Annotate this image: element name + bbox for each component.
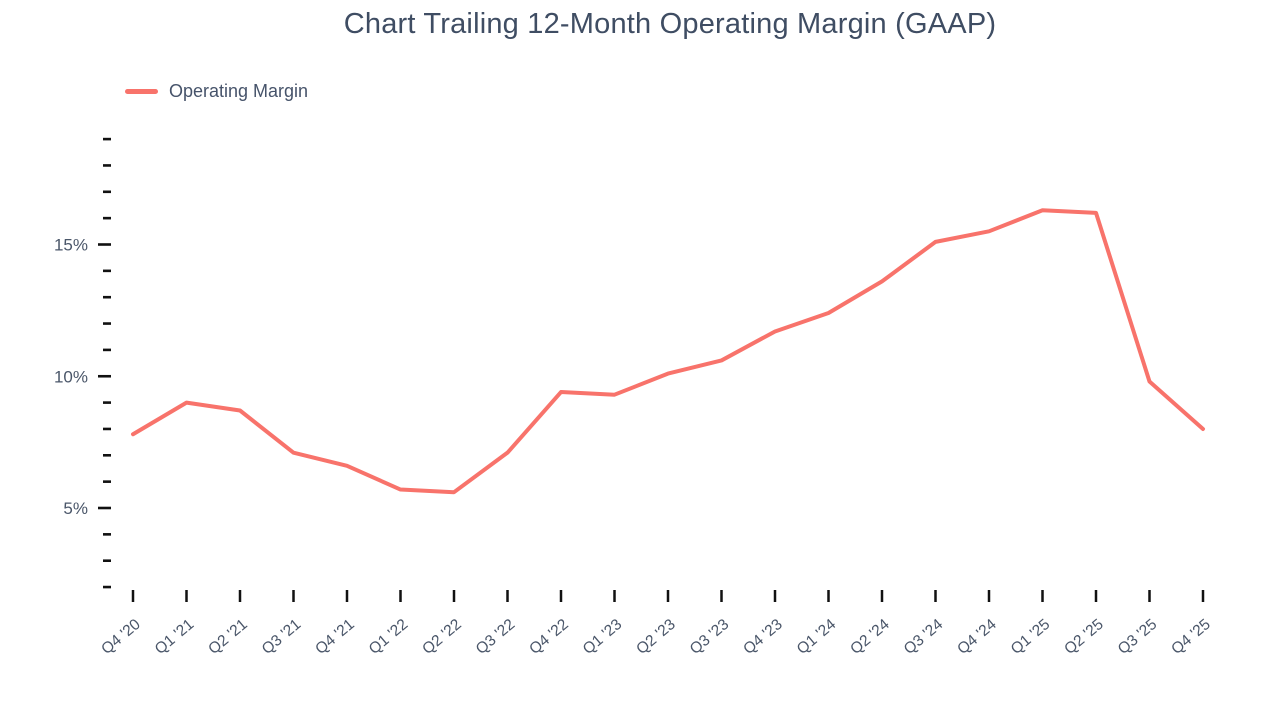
series-line-operating-margin (131, 208, 1205, 495)
x-tick-label: Q1 '21 (152, 616, 198, 658)
x-tick-label: Q2 '21 (205, 616, 251, 658)
x-tick-label: Q1 '23 (580, 616, 626, 658)
y-tick-label: 5% (63, 499, 88, 518)
x-tick-label: Q3 '21 (259, 616, 305, 658)
x-tick-label: Q4 '21 (312, 616, 358, 658)
legend: Operating Margin (125, 81, 308, 102)
x-tick-label: Q1 '25 (1008, 616, 1054, 658)
x-tick-label: Q4 '20 (98, 616, 144, 658)
x-tick-label: Q1 '24 (794, 616, 840, 658)
x-tick-label: Q4 '22 (526, 616, 572, 658)
x-tick-label: Q2 '24 (847, 616, 893, 658)
x-tick-label: Q4 '24 (954, 616, 1000, 658)
x-tick-label: Q2 '23 (633, 616, 679, 658)
x-tick-label: Q3 '24 (901, 616, 947, 658)
x-tick-label: Q3 '22 (473, 616, 519, 658)
x-tick-label: Q2 '22 (419, 616, 465, 658)
x-tick-label: Q3 '23 (687, 616, 733, 658)
x-tick-label: Q3 '25 (1115, 616, 1161, 658)
x-tick-label: Q1 '22 (366, 616, 412, 658)
x-tick-label: Q4 '23 (740, 616, 786, 658)
legend-label: Operating Margin (169, 81, 309, 101)
chart-title: Chart Trailing 12-Month Operating Margin… (343, 8, 997, 40)
x-tick-label: Q2 '25 (1061, 616, 1107, 658)
y-tick-label: 15% (54, 236, 88, 255)
y-tick-label: 10% (54, 367, 88, 386)
x-tick-label: Q4 '25 (1168, 616, 1214, 658)
legend-line-swatch (125, 89, 158, 94)
